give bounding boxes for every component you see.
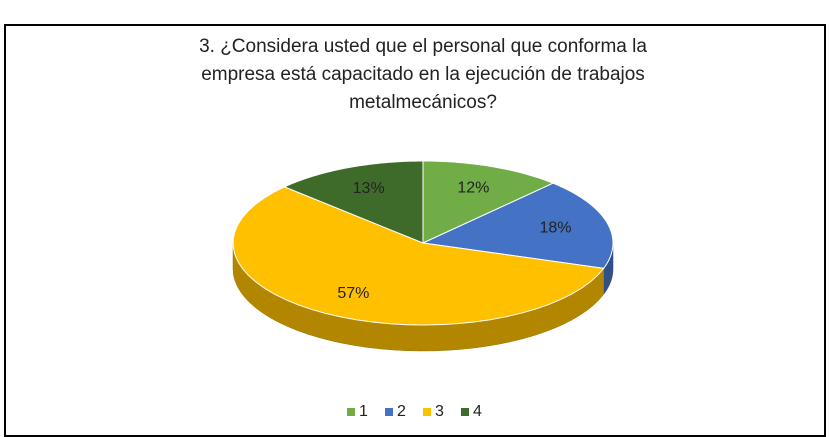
data-label: 12% xyxy=(457,179,489,196)
legend-label: 4 xyxy=(473,403,482,420)
legend-label: 2 xyxy=(397,403,406,420)
legend-swatch xyxy=(461,408,469,416)
data-label: 13% xyxy=(353,180,385,197)
legend-label: 3 xyxy=(435,403,444,420)
legend-label: 1 xyxy=(359,403,368,420)
legend-swatch xyxy=(423,408,431,416)
legend-swatch xyxy=(385,408,393,416)
pie-slice xyxy=(232,186,605,326)
pie-slice xyxy=(422,160,555,244)
legend-swatch xyxy=(347,408,355,416)
data-label: 18% xyxy=(539,220,571,237)
pie-slice xyxy=(283,160,424,244)
chart-title: empresa está capacitado en la ejecución … xyxy=(201,64,645,85)
chart-title: metalmecánicos? xyxy=(349,92,497,113)
pie-slice xyxy=(421,182,614,269)
data-label: 57% xyxy=(337,285,369,302)
chart-title: 3. ¿Considera usted que el personal que … xyxy=(199,36,647,57)
